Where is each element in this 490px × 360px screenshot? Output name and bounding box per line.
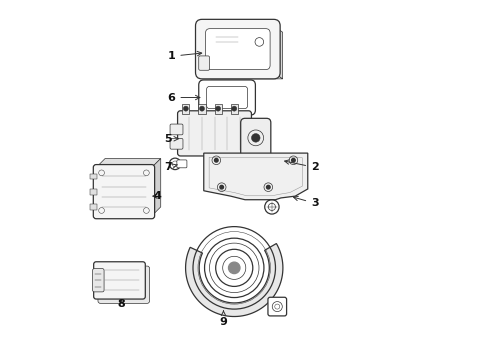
- Circle shape: [228, 262, 240, 274]
- Text: 8: 8: [118, 299, 125, 309]
- Bar: [90, 174, 97, 179]
- Circle shape: [215, 158, 218, 162]
- FancyBboxPatch shape: [177, 111, 251, 156]
- Polygon shape: [152, 158, 161, 216]
- Bar: [90, 189, 97, 194]
- FancyBboxPatch shape: [94, 262, 146, 299]
- Circle shape: [232, 106, 237, 111]
- Circle shape: [183, 106, 188, 111]
- Circle shape: [292, 158, 295, 162]
- Bar: [231, 104, 238, 114]
- Polygon shape: [186, 243, 283, 316]
- FancyBboxPatch shape: [170, 138, 183, 149]
- FancyBboxPatch shape: [199, 56, 210, 70]
- FancyBboxPatch shape: [205, 29, 270, 69]
- Text: 9: 9: [220, 311, 227, 327]
- FancyBboxPatch shape: [196, 19, 280, 79]
- FancyBboxPatch shape: [268, 297, 287, 316]
- Polygon shape: [202, 72, 283, 79]
- FancyBboxPatch shape: [93, 165, 155, 219]
- Circle shape: [267, 185, 270, 189]
- Circle shape: [251, 134, 260, 142]
- FancyBboxPatch shape: [207, 86, 247, 109]
- Text: 2: 2: [285, 160, 319, 172]
- FancyBboxPatch shape: [98, 266, 149, 303]
- FancyBboxPatch shape: [93, 269, 104, 292]
- Polygon shape: [274, 26, 283, 79]
- Text: 4: 4: [153, 191, 161, 201]
- Bar: [90, 204, 97, 210]
- FancyBboxPatch shape: [241, 118, 271, 157]
- Bar: [182, 104, 190, 114]
- Polygon shape: [204, 153, 308, 200]
- Circle shape: [220, 185, 223, 189]
- Text: 7: 7: [164, 162, 177, 172]
- Text: 6: 6: [168, 93, 200, 103]
- FancyBboxPatch shape: [170, 124, 183, 135]
- Polygon shape: [96, 158, 161, 167]
- Circle shape: [216, 106, 220, 111]
- Text: 5: 5: [164, 134, 178, 144]
- Bar: [198, 104, 205, 114]
- Bar: [215, 104, 221, 114]
- Circle shape: [199, 106, 204, 111]
- FancyBboxPatch shape: [177, 160, 187, 168]
- Text: 1: 1: [168, 51, 202, 61]
- FancyBboxPatch shape: [199, 80, 255, 115]
- Text: 3: 3: [294, 196, 318, 208]
